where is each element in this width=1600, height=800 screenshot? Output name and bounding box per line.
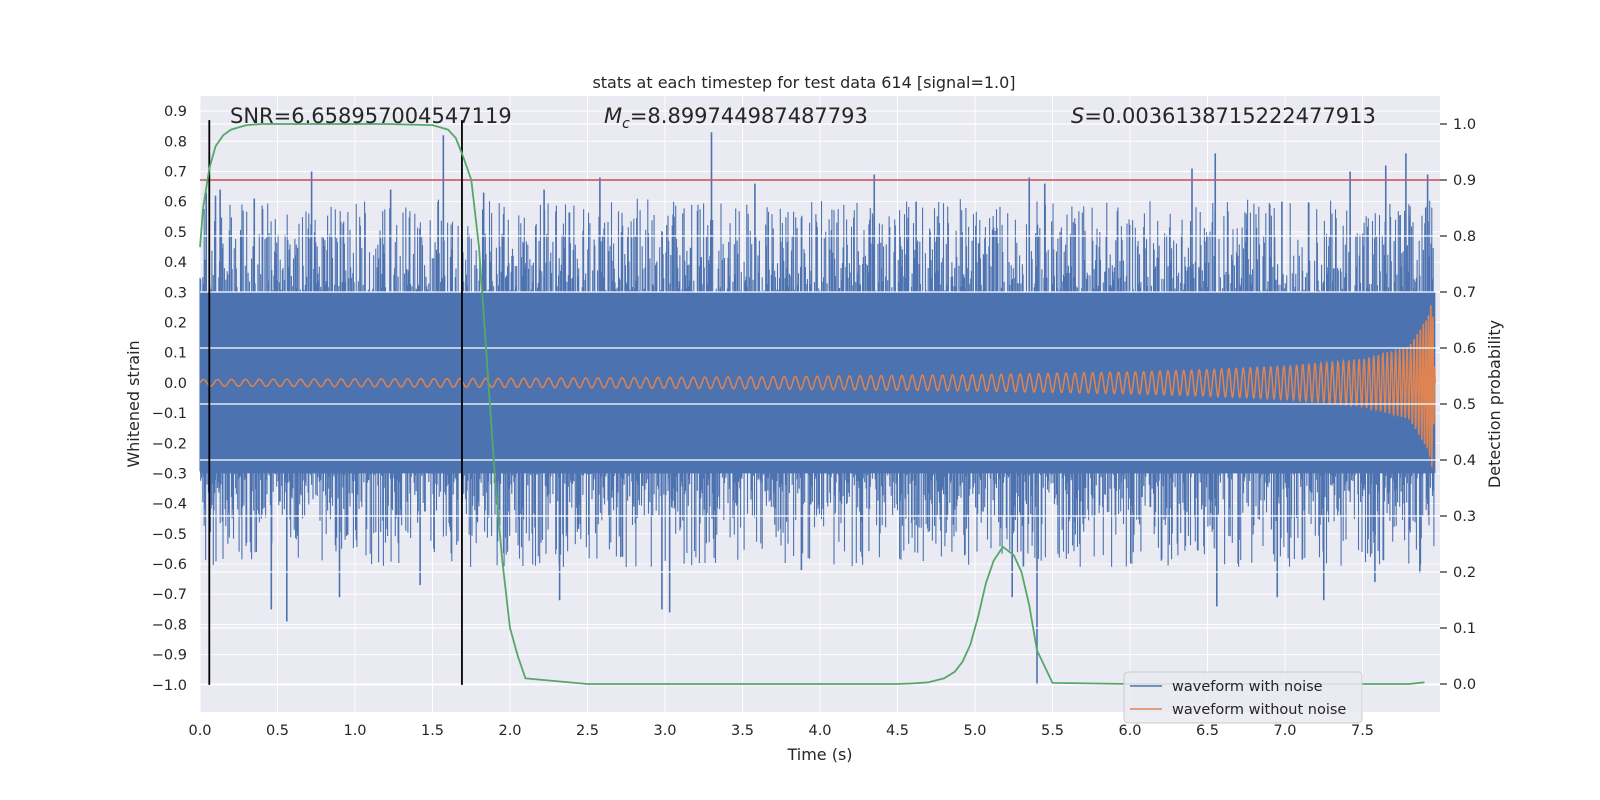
left-y-tick-label-17: −0.8: [152, 617, 187, 633]
left-y-tick-label-0: 0.9: [164, 104, 187, 120]
right-y-axis-label: Detection probability: [1485, 320, 1504, 488]
x-tick-label-5: 2.5: [576, 723, 599, 739]
left-y-tick-label-3: 0.6: [164, 195, 187, 211]
x-axis-ticks: 0.0 0.5 1.0 1.5 2.0 2.5 3.0 3.5 4.0 4.5 5.0 5.5 6.0 6…: [188, 723, 1374, 739]
x-tick-label-10: 5.0: [963, 723, 986, 739]
left-y-tick-label-6: 0.3: [164, 285, 187, 301]
snr-annotation: SNR=6.658957004547119: [230, 104, 512, 128]
signal-trace: [199, 305, 1437, 468]
right-y-tick-label-2: 0.8: [1453, 229, 1476, 245]
s-value: =0.0036138715222477913: [1084, 104, 1376, 128]
x-tick-label-1: 0.5: [266, 723, 289, 739]
right-y-axis-ticks: 1.0 0.9 0.8 0.7 0.6 0.5 0.4 0.3 0.2 0.1 0.0: [1440, 117, 1476, 693]
x-tick-label-8: 4.0: [808, 723, 831, 739]
series-waveform-with-noise: [199, 132, 1436, 685]
left-y-tick-label-12: −0.3: [152, 466, 187, 482]
right-y-tick-label-8: 0.2: [1453, 565, 1476, 581]
series-waveform-without-noise: [199, 305, 1437, 468]
right-y-tick-label-1: 0.9: [1453, 173, 1476, 189]
x-tick-label-7: 3.5: [731, 723, 754, 739]
left-y-tick-label-4: 0.5: [164, 225, 187, 241]
right-y-tick-label-5: 0.5: [1453, 397, 1476, 413]
left-y-tick-label-16: −0.7: [152, 587, 187, 603]
left-y-axis-label: Whitened strain: [124, 340, 143, 467]
x-tick-label-0: 0.0: [188, 723, 211, 739]
s-annotation: S=0.0036138715222477913: [1071, 104, 1376, 128]
x-tick-label-11: 5.5: [1041, 723, 1064, 739]
chirp-mass-subscript: c: [622, 116, 630, 132]
chirp-mass-annotation: Mc=8.899744987487793: [604, 104, 868, 132]
right-y-tick-label-10: 0.0: [1453, 677, 1476, 693]
x-tick-label-2: 1.0: [343, 723, 366, 739]
s-symbol: S: [1071, 104, 1084, 128]
x-tick-label-13: 6.5: [1196, 723, 1219, 739]
left-y-tick-label-1: 0.8: [164, 134, 187, 150]
left-y-tick-label-7: 0.2: [164, 315, 187, 331]
chirp-mass-symbol: M: [604, 104, 622, 128]
right-y-tick-label-0: 1.0: [1453, 117, 1476, 133]
right-y-tick-label-6: 0.4: [1453, 453, 1476, 469]
x-tick-label-15: 7.5: [1351, 723, 1374, 739]
noise-trace: [199, 198, 1435, 567]
left-y-tick-label-2: 0.7: [164, 164, 187, 180]
left-y-tick-label-18: −0.9: [152, 648, 187, 664]
legend: waveform with noise waveform without noi…: [1123, 671, 1363, 724]
left-y-tick-label-10: −0.1: [152, 406, 187, 422]
right-y-tick-label-4: 0.6: [1453, 341, 1476, 357]
x-tick-label-9: 4.5: [886, 723, 909, 739]
left-y-tick-label-5: 0.4: [164, 255, 187, 271]
left-y-tick-label-11: −0.2: [152, 436, 187, 452]
legend-label-noise: waveform with noise: [1172, 679, 1323, 695]
left-y-tick-label-15: −0.6: [152, 557, 187, 573]
legend-box: [1123, 671, 1363, 724]
chart-title: stats at each timestep for test data 614…: [592, 73, 1015, 92]
probability-trace: [199, 123, 1425, 685]
series-detection-probability: [199, 123, 1425, 685]
legend-label-signal: waveform without noise: [1172, 702, 1346, 718]
left-y-tick-label-9: 0.0: [164, 376, 187, 392]
left-y-tick-label-14: −0.5: [152, 527, 187, 543]
x-tick-label-12: 6.0: [1118, 723, 1141, 739]
x-tick-label-6: 3.0: [653, 723, 676, 739]
plot-area: [199, 96, 1440, 712]
right-y-tick-label-7: 0.3: [1453, 509, 1476, 525]
right-y-tick-label-9: 0.1: [1453, 621, 1476, 637]
left-y-axis-ticks: 0.9 0.8 0.7 0.6 0.5 0.4 0.3 0.2 0.1 0.0 −0.1 −0.2 −0…: [152, 104, 187, 694]
x-tick-label-4: 2.0: [498, 723, 521, 739]
left-y-tick-label-8: 0.1: [164, 346, 187, 362]
left-y-tick-label-13: −0.4: [152, 497, 187, 513]
x-tick-label-14: 7.0: [1273, 723, 1296, 739]
left-y-tick-label-19: −1.0: [152, 678, 187, 694]
x-tick-label-3: 1.5: [421, 723, 444, 739]
right-y-tick-label-3: 0.7: [1453, 285, 1476, 301]
x-axis-label: Time (s): [786, 745, 852, 764]
vertical-markers: [208, 120, 463, 685]
chirp-mass-value: =8.899744987487793: [630, 104, 868, 128]
